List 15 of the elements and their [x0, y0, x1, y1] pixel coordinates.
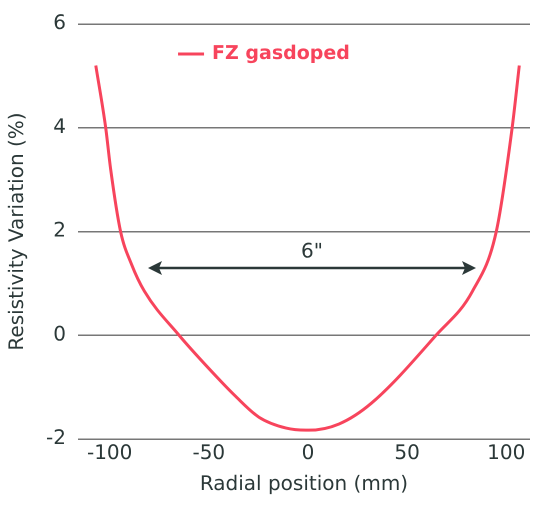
- x-axis-title: Radial position (mm): [200, 471, 408, 496]
- y-tick-label: 0: [53, 321, 66, 346]
- y-axis-title: Resistivity Variation (%): [4, 112, 28, 351]
- y-tick-label: 2: [53, 218, 66, 242]
- x-tick-label: -50: [192, 440, 226, 464]
- x-tick-label: -100: [86, 440, 132, 464]
- y-tick-label: -2: [46, 425, 66, 450]
- x-tick-label: 50: [394, 440, 420, 464]
- x-tick-label: 100: [487, 440, 526, 464]
- y-tick-label: 4: [53, 114, 66, 138]
- y-tick-label: 6: [53, 10, 66, 34]
- annotation: 6": [301, 238, 323, 262]
- line-series: [94, 64, 521, 432]
- legend-label: FZ gasdoped: [212, 42, 350, 64]
- x-tick-label: 0: [302, 440, 314, 464]
